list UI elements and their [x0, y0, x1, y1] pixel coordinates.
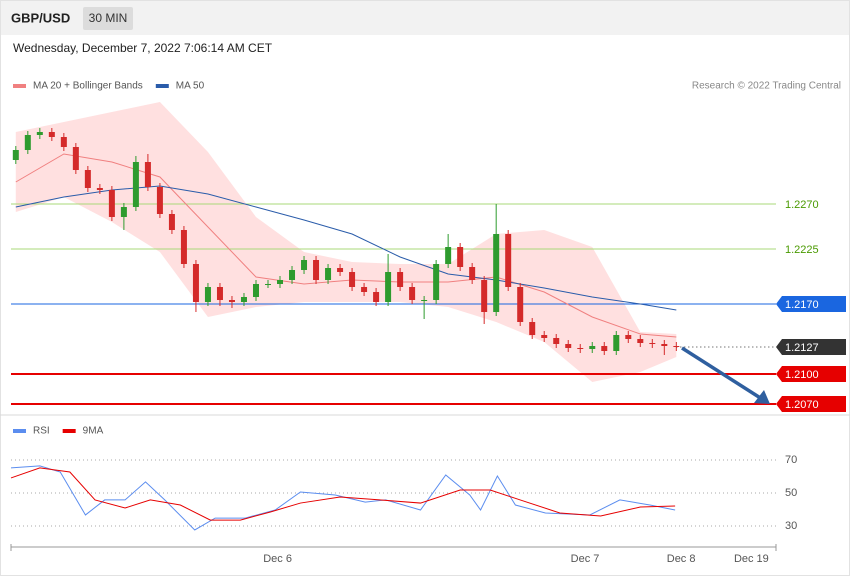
- candle-body: [216, 287, 223, 300]
- y-tick-label: 50: [785, 487, 797, 499]
- candle-body: [120, 207, 127, 217]
- price-level-tag: [776, 396, 846, 412]
- candle-body: [108, 190, 115, 217]
- candle-body: [180, 230, 187, 264]
- candle-body: [313, 260, 320, 280]
- candle-body: [385, 272, 392, 302]
- candle-body: [613, 335, 620, 351]
- price-level-tag: [776, 339, 846, 355]
- y-tick-label: 30: [785, 520, 797, 532]
- price-level-label: 1.2225: [785, 244, 819, 256]
- candle-body: [373, 292, 380, 302]
- x-tick-label: Dec 8: [667, 553, 696, 565]
- candle-body: [325, 268, 332, 280]
- candle-body: [36, 132, 43, 135]
- candle-body: [673, 346, 680, 347]
- copyright: Research © 2022 Trading Central: [692, 81, 841, 92]
- candle-body: [252, 284, 259, 297]
- projection-arrow: [681, 346, 763, 401]
- candle-body: [481, 280, 488, 312]
- symbol: GBP/USD: [11, 10, 70, 25]
- price-level-label: 1.2170: [785, 299, 819, 311]
- candle-body: [204, 287, 211, 302]
- candle-body: [228, 300, 235, 302]
- candle-body: [60, 137, 67, 147]
- header-bar: [1, 1, 849, 35]
- indicator-line: [10, 465, 676, 531]
- price-level-label: 1.2070: [785, 399, 819, 411]
- projection-arrow-head: [754, 390, 770, 404]
- candle-body: [240, 297, 247, 302]
- candle-body: [277, 280, 284, 284]
- candle-body: [637, 339, 644, 343]
- legend-swatch: [155, 84, 169, 88]
- candle-body: [265, 284, 272, 285]
- timeframe-button[interactable]: [83, 7, 133, 30]
- candle-body: [12, 150, 19, 160]
- candle-body: [421, 300, 428, 301]
- candle-body: [84, 170, 91, 188]
- candle-body: [505, 234, 512, 287]
- legend-label: 9MA: [83, 426, 104, 437]
- price-level-label: 1.2100: [785, 369, 819, 381]
- legend-swatch: [13, 84, 26, 88]
- indicator-line: [10, 467, 676, 521]
- candle-body: [96, 188, 103, 190]
- price-level-tag: [776, 296, 846, 312]
- bollinger-band: [15, 102, 677, 382]
- candle-body: [156, 187, 163, 214]
- candle-body: [144, 162, 151, 187]
- timeframe[interactable]: 30 MIN: [89, 11, 128, 25]
- candle-body: [132, 162, 139, 207]
- candle-body: [192, 264, 199, 302]
- candle-body: [661, 344, 668, 346]
- y-tick-label: 70: [785, 454, 797, 466]
- legend-swatch: [13, 429, 26, 433]
- candle-body: [457, 247, 464, 267]
- candle-body: [553, 338, 560, 344]
- candle-body: [565, 344, 572, 348]
- x-tick-label: Dec 7: [571, 553, 600, 565]
- candle-body: [397, 272, 404, 287]
- legend-label: RSI: [33, 426, 50, 437]
- candle-body: [493, 234, 500, 312]
- price-level-tag: [776, 366, 846, 382]
- price-level-label: 1.2127: [785, 342, 819, 354]
- legend-swatch: [62, 429, 76, 433]
- candle-body: [361, 287, 368, 292]
- candle-body: [577, 348, 584, 349]
- candle-body: [24, 135, 31, 150]
- timestamp: Wednesday, December 7, 2022 7:06:14 AM C…: [13, 41, 273, 55]
- price-level-label: 1.2270: [785, 199, 819, 211]
- legend-label: MA 50: [176, 81, 205, 92]
- candle-body: [337, 268, 344, 272]
- x-tick-label: Dec 19: [734, 553, 769, 565]
- candle-body: [649, 343, 656, 344]
- candle-body: [433, 264, 440, 300]
- x-tick-label: Dec 6: [263, 553, 292, 565]
- candle-body: [48, 132, 55, 137]
- candle-body: [289, 270, 296, 280]
- candle-body: [409, 287, 416, 300]
- candle-body: [72, 147, 79, 170]
- candle-body: [589, 346, 596, 349]
- moving-average: [15, 185, 677, 311]
- candle-body: [601, 346, 608, 351]
- candle-body: [301, 260, 308, 270]
- candle-body: [469, 267, 476, 280]
- candle-body: [529, 322, 536, 335]
- candle-body: [168, 214, 175, 230]
- candle-body: [445, 247, 452, 264]
- candle-body: [349, 272, 356, 287]
- legend-label: MA 20 + Bollinger Bands: [33, 81, 143, 92]
- candle-body: [541, 335, 548, 338]
- candle-body: [517, 287, 524, 322]
- candle-body: [625, 335, 632, 339]
